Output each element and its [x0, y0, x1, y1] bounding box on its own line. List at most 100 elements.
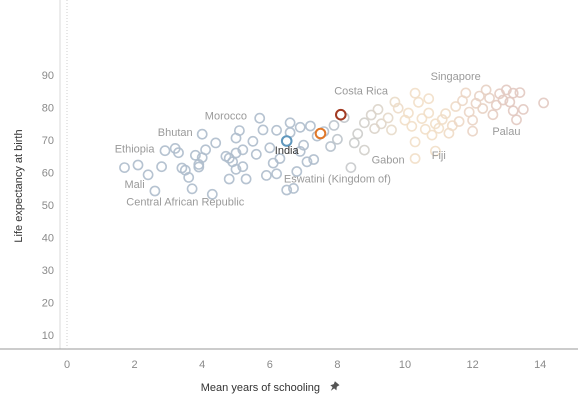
country-point[interactable] — [487, 109, 499, 121]
country-point[interactable] — [230, 163, 242, 175]
country-point[interactable] — [409, 87, 421, 99]
country-point[interactable] — [440, 108, 451, 120]
country-point[interactable] — [196, 128, 208, 140]
country-point[interactable] — [511, 114, 522, 126]
country-point[interactable] — [274, 153, 286, 164]
country-point[interactable] — [386, 124, 397, 136]
country-point[interactable] — [200, 144, 211, 156]
highlighted-point[interactable] — [335, 108, 347, 121]
country-point[interactable] — [183, 171, 195, 183]
country-point[interactable] — [460, 87, 472, 99]
country-point[interactable] — [247, 135, 259, 147]
pin-icon[interactable] — [327, 380, 341, 394]
country-point[interactable] — [294, 121, 306, 133]
y-tick-label: 10 — [42, 330, 54, 342]
country-point[interactable] — [237, 144, 249, 156]
country-point[interactable] — [240, 173, 252, 185]
country-point[interactable] — [497, 94, 509, 106]
country-point[interactable] — [189, 149, 201, 161]
country-point[interactable] — [260, 169, 272, 181]
country-point[interactable] — [173, 147, 184, 159]
country-point[interactable] — [477, 103, 489, 114]
country-point[interactable] — [294, 145, 306, 157]
country-point[interactable] — [375, 118, 387, 130]
country-point[interactable] — [325, 141, 336, 152]
country-point[interactable] — [426, 129, 438, 141]
country-point[interactable] — [281, 184, 293, 196]
country-point[interactable] — [392, 102, 404, 114]
country-point[interactable] — [142, 169, 154, 181]
country-point[interactable] — [301, 156, 313, 168]
country-point[interactable] — [206, 188, 218, 200]
country-point[interactable] — [453, 116, 465, 127]
country-point[interactable] — [271, 124, 282, 136]
country-point[interactable] — [271, 168, 282, 180]
country-point[interactable] — [473, 90, 485, 102]
country-point[interactable] — [119, 162, 130, 173]
country-point[interactable] — [484, 92, 495, 104]
country-point[interactable] — [514, 87, 526, 98]
country-point[interactable] — [490, 99, 502, 111]
country-point[interactable] — [409, 136, 421, 148]
country-point[interactable] — [406, 120, 418, 132]
country-point[interactable] — [372, 104, 384, 115]
country-point[interactable] — [436, 114, 448, 125]
country-point[interactable] — [507, 105, 519, 117]
country-point[interactable] — [186, 183, 198, 195]
country-point[interactable] — [507, 87, 519, 99]
country-point[interactable] — [467, 125, 478, 137]
country-point[interactable] — [345, 162, 357, 173]
country-point[interactable] — [291, 166, 303, 177]
country-point[interactable] — [467, 114, 478, 126]
country-point[interactable] — [284, 117, 296, 129]
country-point[interactable] — [446, 120, 458, 132]
country-point[interactable] — [254, 112, 266, 124]
country-point[interactable] — [429, 145, 441, 157]
country-point[interactable] — [352, 128, 364, 140]
country-point[interactable] — [538, 97, 549, 109]
country-point[interactable] — [409, 153, 421, 164]
country-point[interactable] — [230, 147, 242, 159]
country-point[interactable] — [500, 84, 512, 96]
country-point[interactable] — [402, 107, 414, 119]
country-point[interactable] — [298, 139, 309, 151]
country-point[interactable] — [159, 145, 171, 157]
country-point[interactable] — [223, 173, 235, 185]
india-point[interactable] — [280, 135, 293, 147]
country-point[interactable] — [328, 120, 340, 131]
country-point[interactable] — [419, 123, 431, 135]
country-point[interactable] — [288, 182, 299, 194]
country-point[interactable] — [132, 159, 144, 171]
country-point[interactable] — [257, 124, 269, 136]
country-label: Gabon — [372, 155, 405, 167]
country-point[interactable] — [389, 96, 401, 108]
country-point[interactable] — [517, 104, 529, 115]
country-point[interactable] — [423, 107, 435, 119]
country-point[interactable] — [433, 122, 445, 134]
country-label: Costa Rica — [334, 86, 389, 98]
country-point[interactable] — [331, 133, 343, 145]
country-point[interactable] — [237, 161, 249, 173]
country-point[interactable] — [423, 93, 435, 105]
country-point[interactable] — [450, 101, 462, 112]
country-point[interactable] — [304, 120, 316, 132]
country-point[interactable] — [308, 154, 320, 165]
country-point[interactable] — [358, 144, 370, 156]
country-point[interactable] — [223, 152, 235, 164]
country-point[interactable] — [210, 137, 222, 149]
country-point[interactable] — [413, 96, 424, 108]
country-point[interactable] — [267, 157, 279, 169]
country-point[interactable] — [365, 109, 377, 121]
country-point[interactable] — [149, 185, 161, 197]
country-point[interactable] — [382, 112, 394, 124]
country-point[interactable] — [504, 96, 516, 108]
country-point[interactable] — [358, 117, 370, 129]
country-point[interactable] — [156, 161, 167, 173]
highlighted-point[interactable] — [314, 127, 327, 140]
country-point[interactable] — [348, 137, 360, 149]
country-point[interactable] — [416, 113, 428, 124]
country-point[interactable] — [250, 148, 262, 160]
country-point[interactable] — [233, 125, 245, 137]
country-point[interactable] — [264, 142, 276, 154]
country-point[interactable] — [193, 161, 205, 173]
